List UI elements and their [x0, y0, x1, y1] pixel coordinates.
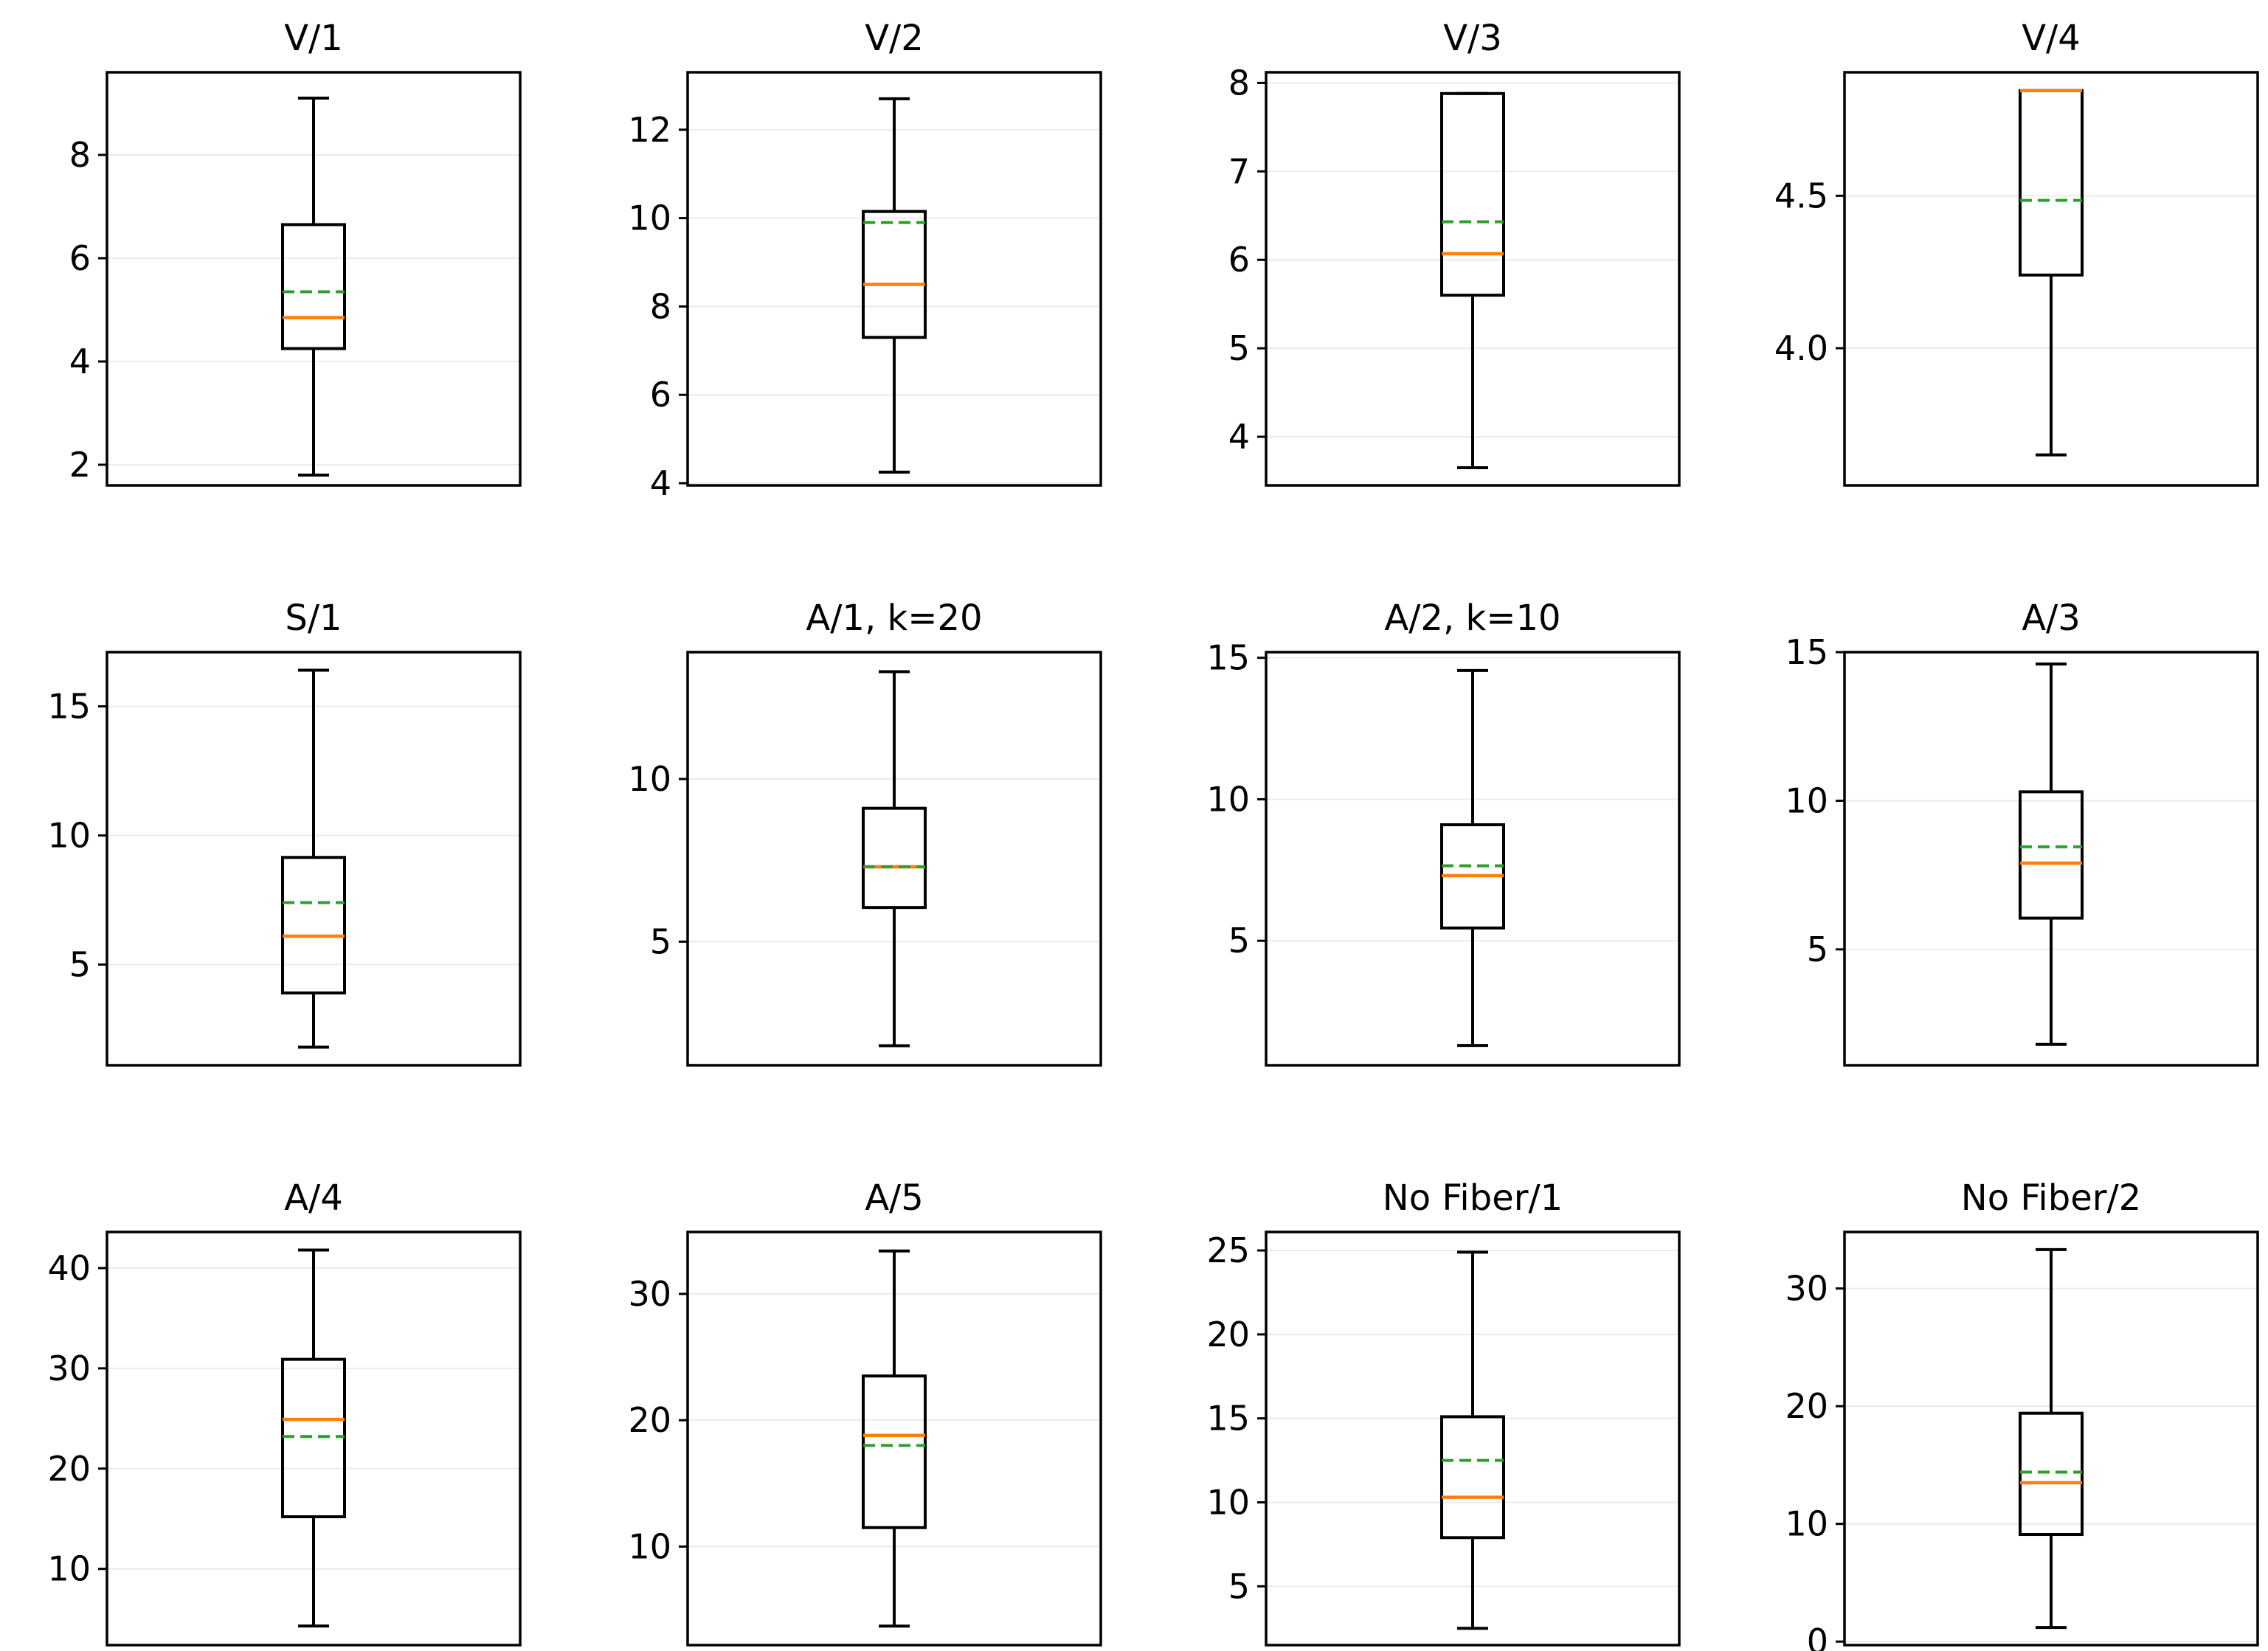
y-tick-label: 15	[47, 687, 91, 727]
y-tick-label: 15	[1785, 632, 1828, 672]
y-tick-label: 4.0	[1774, 328, 1828, 368]
y-tick-label: 20	[1785, 1386, 1828, 1426]
y-tick-label: 5	[1228, 921, 1250, 961]
y-tick-label: 8	[1228, 63, 1250, 103]
panel: A/3 5 10 15	[1785, 598, 2259, 1067]
y-tick-label: 25	[1206, 1231, 1250, 1270]
axes-frame	[1843, 71, 2259, 487]
y-tick-label: 4	[650, 463, 671, 503]
iqr-box	[2019, 790, 2084, 920]
y-tick-label: 12	[628, 110, 671, 150]
panel-title: No Fiber/2	[1961, 1177, 2141, 1219]
axes-frame	[106, 71, 522, 487]
iqr-box	[281, 856, 346, 994]
y-tick-label: 20	[47, 1449, 91, 1489]
y-tick-label: 15	[1206, 1399, 1250, 1439]
axes-frame	[686, 71, 1102, 487]
iqr-box	[281, 223, 346, 350]
panel: No Fiber/2 0 10 20 30	[1785, 1177, 2259, 1651]
panel-title: V/1	[284, 18, 343, 59]
panel: V/3 4 5 6 7 8	[1228, 18, 1681, 487]
axes-frame	[686, 651, 1102, 1067]
iqr-box	[281, 1357, 346, 1519]
panel-title: A/2, k=10	[1384, 598, 1560, 639]
y-tick-label: 5	[650, 921, 671, 961]
y-tick-label: 10	[628, 759, 671, 799]
panel-title: V/4	[2022, 18, 2081, 59]
y-tick-label: 30	[1785, 1269, 1828, 1309]
y-tick-label: 20	[628, 1400, 671, 1440]
y-tick-label: 2	[69, 445, 91, 485]
panel-title: A/1, k=20	[806, 598, 982, 639]
iqr-box	[1440, 1415, 1505, 1540]
y-tick-label: 5	[1807, 930, 1828, 969]
y-tick-label: 10	[1785, 780, 1828, 820]
y-tick-label: 6	[69, 238, 91, 278]
axes-frame	[106, 1231, 522, 1647]
y-tick-label: 7	[1228, 151, 1250, 191]
panel: V/1 2 4 6 8	[69, 18, 522, 487]
panel: V/2 4 6 8 10 12	[628, 18, 1102, 503]
y-tick-label: 0	[1807, 1621, 1828, 1651]
y-tick-label: 15	[1206, 638, 1250, 678]
axes-frame	[1843, 1231, 2259, 1647]
y-tick-label: 10	[1785, 1504, 1828, 1544]
panel-title: S/1	[285, 598, 342, 639]
y-tick-label: 10	[1206, 1483, 1250, 1523]
y-tick-label: 4.5	[1774, 176, 1828, 215]
y-tick-label: 8	[69, 135, 91, 175]
panel: No Fiber/1 5 10 15 20 25	[1206, 1177, 1681, 1647]
iqr-box	[2019, 89, 2084, 277]
y-tick-label: 4	[69, 342, 91, 381]
panel: A/1, k=20 5 10	[628, 598, 1102, 1067]
panel-title: A/4	[284, 1177, 343, 1219]
y-tick-label: 6	[650, 375, 671, 415]
iqr-box	[862, 1374, 927, 1529]
panel: A/2, k=10 5 10 15	[1206, 598, 1681, 1067]
axes-frame	[686, 1231, 1102, 1647]
y-tick-label: 10	[1206, 779, 1250, 819]
iqr-box	[862, 806, 927, 910]
panel: S/1 5 10 15	[47, 598, 522, 1067]
iqr-box	[1440, 91, 1505, 297]
panel-title: No Fiber/1	[1383, 1177, 1563, 1219]
panel: V/4 4.0 4.5	[1774, 18, 2259, 487]
y-tick-label: 30	[47, 1349, 91, 1388]
panel: A/5 10 20 30	[628, 1177, 1102, 1647]
y-tick-label: 8	[650, 286, 671, 326]
axes-frame	[1265, 651, 1681, 1067]
y-tick-label: 40	[47, 1248, 91, 1288]
y-tick-label: 5	[1228, 328, 1250, 368]
y-tick-label: 5	[1228, 1566, 1250, 1606]
panel-title: A/3	[2022, 598, 2081, 639]
axes-frame	[1843, 651, 2259, 1067]
y-tick-label: 4	[1228, 417, 1250, 457]
axes-frame	[1265, 1231, 1681, 1647]
panel-title: V/2	[865, 18, 924, 59]
iqr-box	[862, 210, 927, 339]
panel: A/4 10 20 30 40	[47, 1177, 522, 1647]
y-tick-label: 10	[47, 816, 91, 856]
panel-title: V/3	[1443, 18, 1502, 59]
axes-frame	[106, 651, 522, 1067]
y-tick-label: 10	[628, 1526, 671, 1566]
axes-frame	[1265, 71, 1681, 487]
iqr-box	[2019, 1411, 2084, 1537]
y-tick-label: 6	[1228, 240, 1250, 280]
y-tick-label: 5	[69, 945, 91, 985]
y-tick-label: 10	[628, 198, 671, 238]
y-tick-label: 10	[47, 1549, 91, 1589]
y-tick-label: 30	[628, 1274, 671, 1314]
panel-title: A/5	[865, 1177, 924, 1219]
y-tick-label: 20	[1206, 1315, 1250, 1354]
